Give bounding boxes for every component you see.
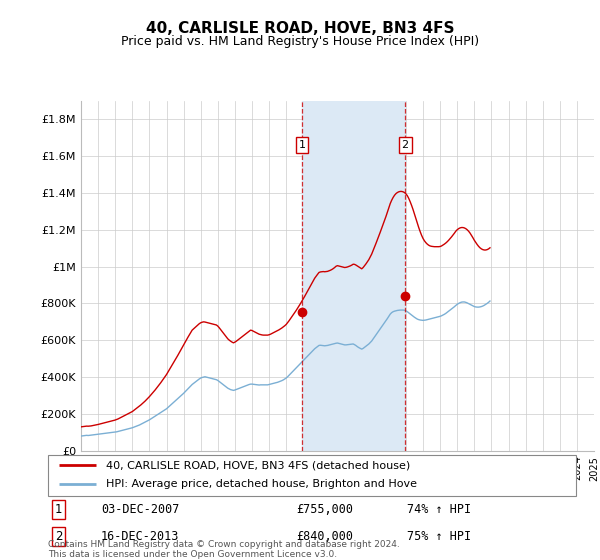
Text: 03-DEC-2007: 03-DEC-2007 <box>101 503 179 516</box>
Text: 1: 1 <box>55 503 62 516</box>
Text: 40, CARLISLE ROAD, HOVE, BN3 4FS: 40, CARLISLE ROAD, HOVE, BN3 4FS <box>146 21 454 36</box>
Text: £840,000: £840,000 <box>296 530 353 543</box>
Text: Contains HM Land Registry data © Crown copyright and database right 2024.
This d: Contains HM Land Registry data © Crown c… <box>48 540 400 559</box>
Text: £755,000: £755,000 <box>296 503 353 516</box>
Text: 75% ↑ HPI: 75% ↑ HPI <box>407 530 471 543</box>
Bar <box>302 101 405 451</box>
Text: 1: 1 <box>298 140 305 150</box>
Text: 2: 2 <box>55 530 62 543</box>
Text: 16-DEC-2013: 16-DEC-2013 <box>101 530 179 543</box>
Text: 74% ↑ HPI: 74% ↑ HPI <box>407 503 471 516</box>
Text: HPI: Average price, detached house, Brighton and Hove: HPI: Average price, detached house, Brig… <box>106 479 417 489</box>
Text: Price paid vs. HM Land Registry's House Price Index (HPI): Price paid vs. HM Land Registry's House … <box>121 35 479 48</box>
Text: 2: 2 <box>401 140 409 150</box>
Text: 40, CARLISLE ROAD, HOVE, BN3 4FS (detached house): 40, CARLISLE ROAD, HOVE, BN3 4FS (detach… <box>106 460 410 470</box>
FancyBboxPatch shape <box>48 455 576 496</box>
